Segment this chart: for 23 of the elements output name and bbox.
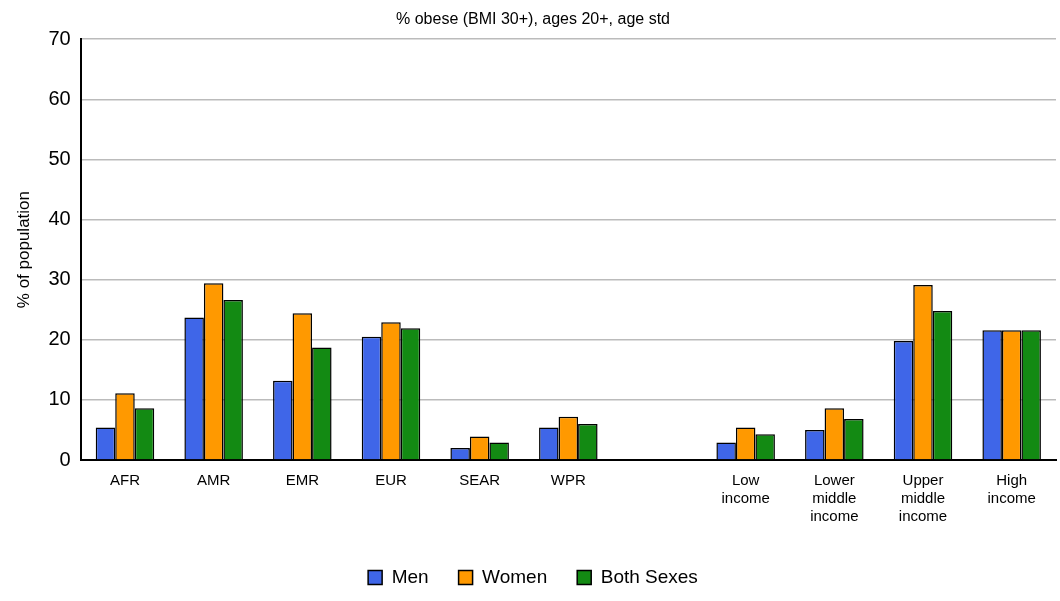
x-tick-label: Lower middle income: [810, 471, 859, 525]
x-tick-label: Low income: [721, 471, 770, 507]
y-tick-label: 10: [48, 387, 71, 410]
x-tick-label: AMR: [196, 471, 231, 489]
legend-label: Men: [391, 565, 429, 587]
x-tick-label: AFR: [109, 471, 141, 489]
x-tick-label: WPR: [550, 471, 586, 489]
legend-label: Women: [482, 565, 548, 587]
y-tick-label: 40: [48, 207, 71, 230]
y-tick-label: 20: [48, 327, 71, 350]
y-tick-label: 60: [48, 86, 71, 109]
x-tick-label: EUR: [375, 471, 407, 489]
y-tick-label: 30: [48, 267, 71, 290]
legend-label: Both Sexes: [600, 565, 698, 587]
x-tick-label: EMR: [285, 471, 320, 489]
x-tick-label: Upper middle income: [898, 471, 948, 525]
y-tick-label: 50: [48, 146, 71, 169]
y-axis-title: % of population: [13, 191, 33, 309]
y-tick-label: 70: [48, 26, 71, 49]
x-tick-label: SEAR: [459, 471, 501, 489]
y-tick-label: 0: [59, 447, 71, 470]
chart-title: % obese (BMI 30+), ages 20+, age std: [396, 10, 670, 28]
x-tick-label: High income: [987, 471, 1036, 507]
